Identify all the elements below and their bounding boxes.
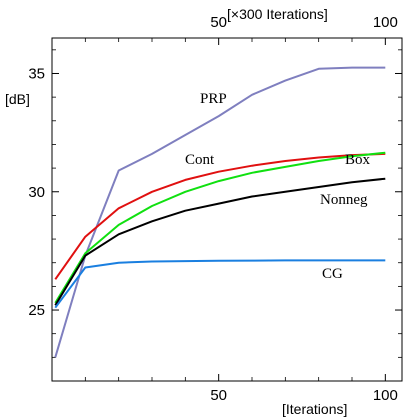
x-axis-title: [Iterations] xyxy=(282,401,347,417)
series-label-cont: Cont xyxy=(185,152,215,168)
series-line-cg xyxy=(54,259,386,309)
plot-frame xyxy=(51,37,403,382)
series-labels: PRP Cont Box Nonneg CG xyxy=(185,91,371,282)
ticks: 50 100 50 100 25 30 35 xyxy=(28,14,402,404)
series-label-box: Box xyxy=(345,152,371,168)
x-tick-label: 100 xyxy=(373,387,398,404)
series-line-prp xyxy=(54,66,386,358)
series-label-cg: CG xyxy=(322,266,343,282)
y-axis-title: [dB] xyxy=(5,91,30,107)
series-label-prp: PRP xyxy=(200,91,227,107)
y-tick-label: 30 xyxy=(28,184,45,201)
series-line-cont xyxy=(54,152,386,280)
series-label-nonneg: Nonneg xyxy=(320,192,368,208)
y-tick-label: 25 xyxy=(28,302,45,319)
y-tick-label: 35 xyxy=(28,65,45,82)
series-line-nonneg xyxy=(54,177,386,306)
x2-axis-title: [×300 Iterations] xyxy=(227,6,328,22)
x-tick-label: 50 xyxy=(210,387,227,404)
series-lines xyxy=(54,66,386,358)
series-line-box xyxy=(54,151,386,304)
x2-tick-label: 50 xyxy=(210,14,227,31)
x2-tick-label: 100 xyxy=(373,14,398,31)
